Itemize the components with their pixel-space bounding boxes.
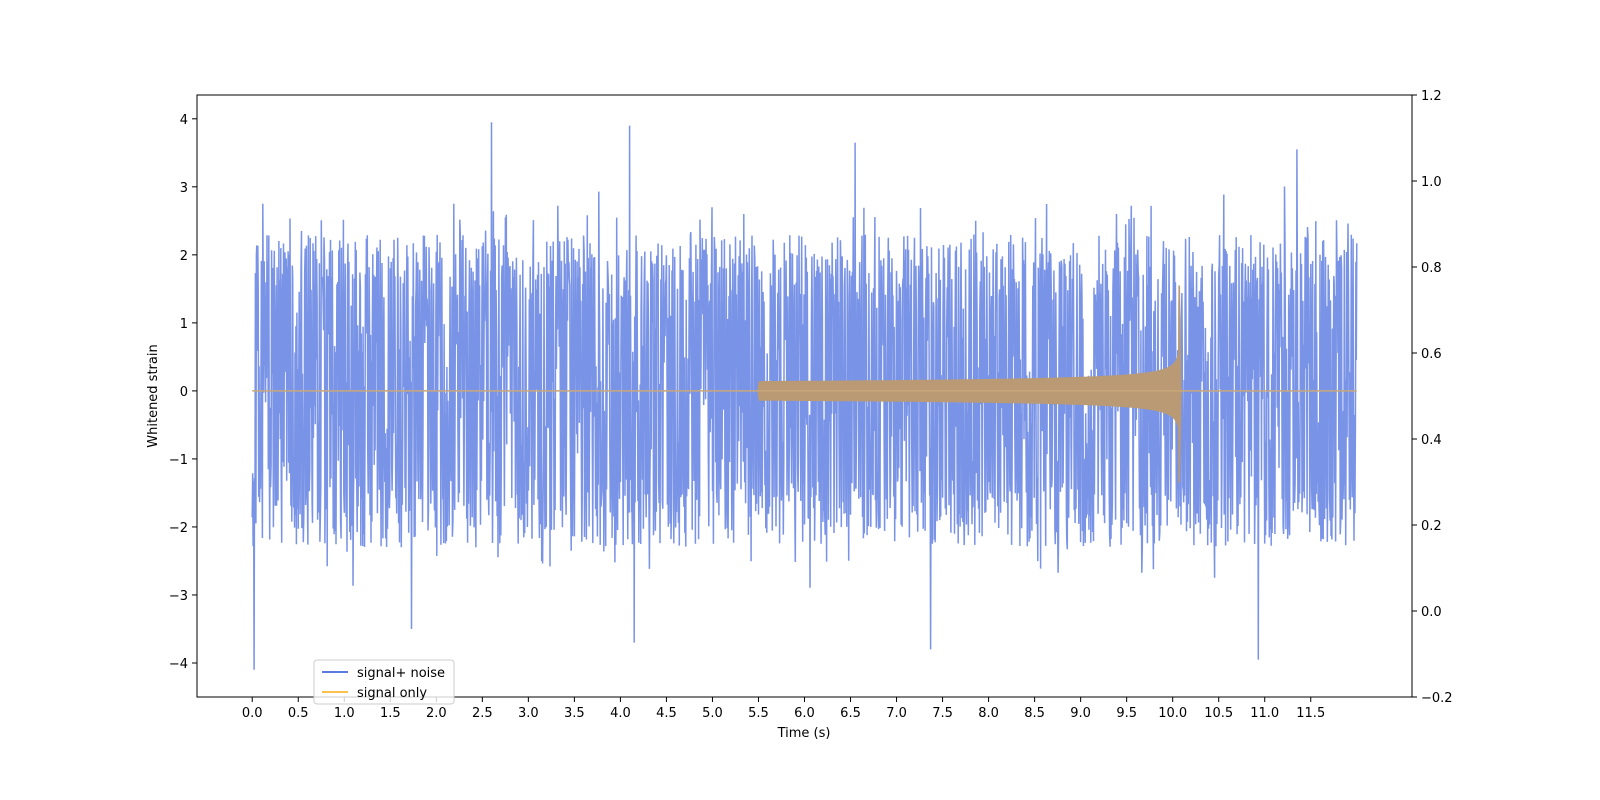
y-right-tick-label: 0.8 xyxy=(1421,261,1442,276)
x-tick-label: 8.0 xyxy=(978,706,999,721)
x-tick-label: 3.5 xyxy=(564,706,585,721)
x-tick-label: 2.0 xyxy=(426,706,447,721)
y-tick-label: 1 xyxy=(180,317,188,332)
y-tick-label: −2 xyxy=(169,521,188,536)
x-tick-label: 7.0 xyxy=(886,706,907,721)
x-tick-label: 2.5 xyxy=(472,706,493,721)
x-axis: 0.0 0.5 1.0 1.5 2.0 2.5 3.0 3.5 4.0 4.5 5.0 5.5 6.0 6… xyxy=(242,697,1325,721)
x-tick-label: 5.0 xyxy=(702,706,723,721)
x-tick-label: 9.0 xyxy=(1070,706,1091,721)
x-tick-label: 4.0 xyxy=(610,706,631,721)
x-tick-label: 4.5 xyxy=(656,706,677,721)
x-tick-label: 9.5 xyxy=(1116,706,1137,721)
legend-label-signal-only: signal only xyxy=(357,686,427,701)
y-axis-label: Whitened strain xyxy=(146,344,161,447)
x-tick-label: 3.0 xyxy=(518,706,539,721)
legend-box xyxy=(313,659,455,705)
x-tick-label: 6.0 xyxy=(794,706,815,721)
legend-label-signal-plus-noise: signal+ noise xyxy=(357,666,445,681)
y-right-tick-label: 0.2 xyxy=(1421,519,1442,534)
signal-plus-noise-series xyxy=(251,122,1358,670)
x-tick-label: 10.5 xyxy=(1204,706,1233,721)
y-tick-label: 4 xyxy=(180,113,188,128)
x-tick-label: 6.5 xyxy=(840,706,861,721)
y-tick-label: 0 xyxy=(180,385,188,400)
x-tick-label: 1.5 xyxy=(380,706,401,721)
y-tick-label: −3 xyxy=(169,589,188,604)
plot-area xyxy=(196,94,1413,698)
x-tick-label: 11.5 xyxy=(1296,706,1325,721)
y-right-tick-label: 1.2 xyxy=(1421,89,1442,104)
x-tick-label: 5.5 xyxy=(748,706,769,721)
signal-only-envelope xyxy=(252,285,1357,483)
y-tick-label: −4 xyxy=(169,657,188,672)
y-tick-label: −1 xyxy=(169,453,188,468)
x-axis-label: Time (s) xyxy=(777,726,831,741)
signal-plus-noise-line xyxy=(251,122,1358,670)
x-tick-label: 11.0 xyxy=(1250,706,1279,721)
legend: signal+ noise signal only xyxy=(313,659,455,705)
y-tick-label: 3 xyxy=(180,181,188,196)
x-tick-label: 0.0 xyxy=(242,706,263,721)
x-tick-label: 10.0 xyxy=(1158,706,1187,721)
x-tick-label: 7.5 xyxy=(932,706,953,721)
signal-only-series xyxy=(252,285,1357,483)
y-right-tick-label: 0.6 xyxy=(1421,347,1442,362)
y-right-tick-label: −0.2 xyxy=(1421,691,1453,706)
y-right-tick-label: 0.0 xyxy=(1421,605,1442,620)
y-right-tick-label: 0.4 xyxy=(1421,433,1442,448)
y-right-tick-label: 1.0 xyxy=(1421,175,1442,190)
x-tick-label: 1.0 xyxy=(334,706,355,721)
y-axis-left: 4 3 2 1 0 −1 −2 −3 −4 xyxy=(169,113,197,672)
x-tick-label: 8.5 xyxy=(1024,706,1045,721)
y-tick-label: 2 xyxy=(180,249,188,264)
x-tick-label: 0.5 xyxy=(288,706,309,721)
y-axis-right: 1.2 1.0 0.8 0.6 0.4 0.2 0.0 −0.2 xyxy=(1412,89,1453,706)
